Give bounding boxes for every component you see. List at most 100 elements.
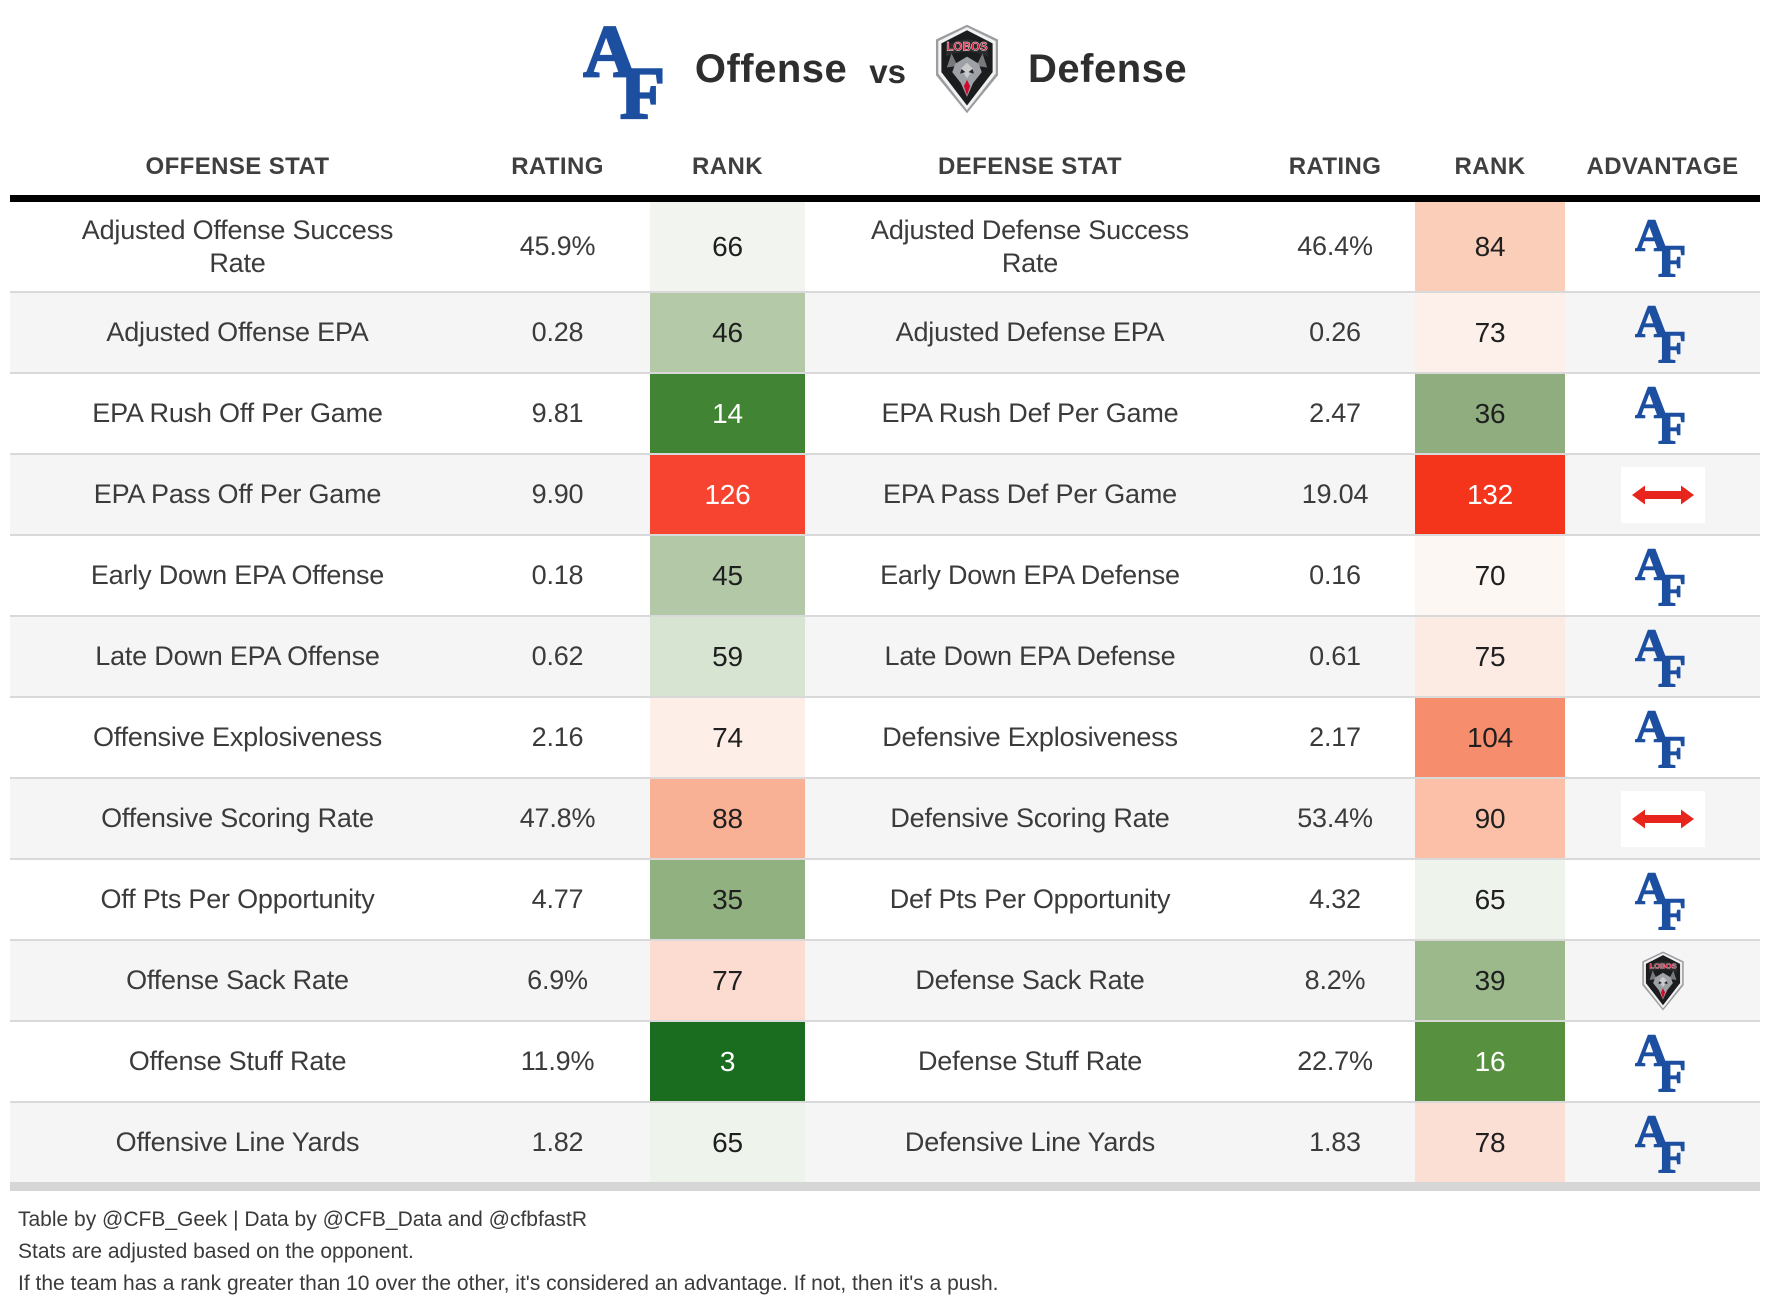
af-falcons-advantage-logo: A F xyxy=(1635,625,1691,688)
af-falcons-advantage-logo: A F xyxy=(1635,215,1691,278)
offense-rating-value: 9.81 xyxy=(531,398,584,428)
svg-text:F: F xyxy=(1657,565,1685,607)
offense-stat-label: Late Down EPA Offense xyxy=(95,641,380,672)
footnotes: Table by @CFB_Geek | Data by @CFB_Data a… xyxy=(18,1204,1770,1300)
offense-rank-cell: 88 xyxy=(650,779,805,858)
advantage-cell: A F xyxy=(1565,202,1760,291)
advantage-cell: A F xyxy=(1565,293,1760,372)
offense-rank-cell: 14 xyxy=(650,374,805,453)
advantage-cell xyxy=(1565,455,1760,534)
svg-text:F: F xyxy=(1657,403,1685,445)
offense-rating-value: 9.90 xyxy=(531,479,584,509)
advantage-cell: A F xyxy=(1565,698,1760,777)
defense-rating-value: 46.4% xyxy=(1297,231,1373,261)
offense-rank-cell: 74 xyxy=(650,698,805,777)
offense-rating-value: 0.28 xyxy=(531,317,584,347)
defense-rating-value: 19.04 xyxy=(1301,479,1369,509)
defense-stat-label: Defense Stuff Rate xyxy=(917,1046,1143,1077)
defense-rating-value: 22.7% xyxy=(1297,1046,1373,1076)
defense-rank-cell: 78 xyxy=(1415,1103,1565,1182)
offense-rank-cell: 59 xyxy=(650,617,805,696)
defense-stat-label: Defensive Scoring Rate xyxy=(890,803,1170,834)
svg-text:LOBOS: LOBOS xyxy=(946,40,988,53)
defense-rank-cell: 16 xyxy=(1415,1022,1565,1101)
offense-rating-value: 6.9% xyxy=(527,965,588,995)
footnote-advantage-rule: If the team has a rank greater than 10 o… xyxy=(18,1271,999,1295)
table-row: Early Down EPA Offense 0.18 45 Early Dow… xyxy=(10,534,1760,615)
header-offense-rating: RATING xyxy=(511,152,604,180)
defense-rating-value: 0.26 xyxy=(1309,317,1361,347)
svg-text:A: A xyxy=(1635,1030,1668,1075)
defense-stat-label: Defensive Explosiveness xyxy=(882,722,1178,753)
defense-rank-cell: 104 xyxy=(1415,698,1565,777)
offense-rating-value: 47.8% xyxy=(519,803,596,833)
push-arrow-icon xyxy=(1631,483,1695,507)
svg-text:F: F xyxy=(1657,322,1685,364)
svg-text:F: F xyxy=(1657,889,1685,931)
offense-rank-cell: 77 xyxy=(650,941,805,1020)
defense-stat-label: Def Pts Per Opportunity xyxy=(889,884,1171,915)
svg-text:A: A xyxy=(583,19,636,92)
offense-rank-cell: 45 xyxy=(650,536,805,615)
table-row: Offense Sack Rate 6.9% 77 Defense Sack R… xyxy=(10,939,1760,1020)
defense-rank-cell: 75 xyxy=(1415,617,1565,696)
stats-table: OFFENSE STAT RATING RANK DEFENSE STAT RA… xyxy=(10,138,1760,1191)
af-falcons-advantage-logo: A F xyxy=(1635,706,1691,769)
af-falcons-advantage-logo: A F xyxy=(1635,382,1691,445)
table-bottom-border xyxy=(10,1182,1760,1191)
svg-text:A: A xyxy=(1635,301,1668,346)
header-offense-rank: RANK xyxy=(692,152,763,180)
offense-stat-label: Offense Stuff Rate xyxy=(128,1046,347,1077)
table-row: EPA Rush Off Per Game 9.81 14 EPA Rush D… xyxy=(10,372,1760,453)
defense-stat-label: EPA Pass Def Per Game xyxy=(883,479,1177,510)
svg-text:F: F xyxy=(1657,1051,1685,1093)
offense-rating-value: 0.18 xyxy=(531,560,584,590)
table-row: Late Down EPA Offense 0.62 59 Late Down … xyxy=(10,615,1760,696)
svg-text:A: A xyxy=(1635,544,1668,589)
defense-rank-cell: 132 xyxy=(1415,455,1565,534)
defense-rating-value: 1.83 xyxy=(1309,1127,1361,1157)
defense-rating-value: 53.4% xyxy=(1297,803,1373,833)
advantage-cell: A F xyxy=(1565,536,1760,615)
advantage-cell: A F xyxy=(1565,1103,1760,1182)
table-row: Offensive Line Yards 1.82 65 Defensive L… xyxy=(10,1101,1760,1182)
table-row: Adjusted Offense EPA 0.28 46 Adjusted De… xyxy=(10,291,1760,372)
defense-stat-label: Adjusted Defense EPA xyxy=(895,317,1165,348)
svg-text:A: A xyxy=(1635,215,1668,260)
table-row: Offensive Explosiveness 2.16 74 Defensiv… xyxy=(10,696,1760,777)
offense-rank-cell: 46 xyxy=(650,293,805,372)
air-force-logo: A F xyxy=(583,19,673,120)
header-defense-stat: DEFENSE STAT xyxy=(938,152,1122,180)
table-row: EPA Pass Off Per Game 9.90 126 EPA Pass … xyxy=(10,453,1760,534)
offense-rating-value: 2.16 xyxy=(531,722,584,752)
defense-stat-label: Early Down EPA Defense xyxy=(880,560,1180,591)
defense-rank-cell: 73 xyxy=(1415,293,1565,372)
push-indicator-box xyxy=(1620,466,1705,523)
svg-text:A: A xyxy=(1635,868,1668,913)
push-indicator-box xyxy=(1620,790,1705,847)
offense-stat-label: EPA Pass Off Per Game xyxy=(93,479,382,510)
advantage-cell xyxy=(1565,779,1760,858)
af-falcons-advantage-logo: A F xyxy=(1635,544,1691,607)
af-falcons-advantage-logo: A F xyxy=(1635,868,1691,931)
table-row: Off Pts Per Opportunity 4.77 35 Def Pts … xyxy=(10,858,1760,939)
title-offense-label: Offense xyxy=(694,46,848,91)
advantage-cell: A F xyxy=(1565,374,1760,453)
offense-stat-label: Adjusted Offense EPA xyxy=(106,317,369,348)
header-defense-rank: RANK xyxy=(1454,152,1526,180)
svg-text:F: F xyxy=(620,52,665,120)
svg-text:LOBOS: LOBOS xyxy=(1649,961,1676,970)
defense-rating-value: 0.61 xyxy=(1309,641,1361,671)
offense-stat-label: Offensive Line Yards xyxy=(115,1127,360,1158)
header-offense-stat: OFFENSE STAT xyxy=(145,152,330,180)
offense-rank-cell: 3 xyxy=(650,1022,805,1101)
advantage-cell: LOBOS xyxy=(1565,941,1760,1020)
offense-stat-label: Offense Sack Rate xyxy=(126,965,349,996)
af-falcons-advantage-logo: A F xyxy=(1635,301,1691,364)
svg-text:A: A xyxy=(1635,706,1668,751)
offense-stat-label: Adjusted Offense Success Rate xyxy=(81,214,394,278)
footnote-credit: Table by @CFB_Geek | Data by @CFB_Data a… xyxy=(18,1208,587,1231)
defense-rank-cell: 36 xyxy=(1415,374,1565,453)
af-falcons-advantage-logo: A F xyxy=(1635,1030,1691,1093)
